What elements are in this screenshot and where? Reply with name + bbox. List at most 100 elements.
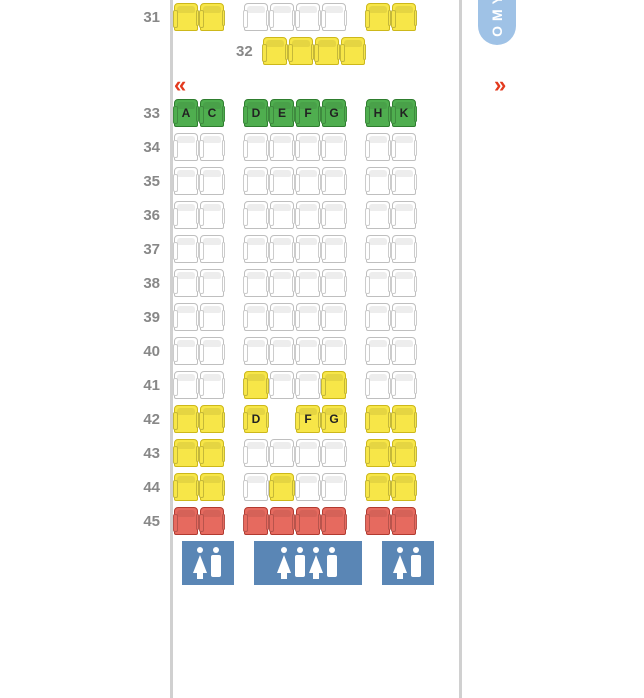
seat-36F[interactable] — [296, 201, 320, 229]
seat-40A[interactable] — [174, 337, 198, 365]
seat-35A[interactable] — [174, 167, 198, 195]
seat-31K[interactable] — [392, 3, 416, 31]
seat-45E[interactable] — [270, 507, 294, 535]
seat-35E[interactable] — [270, 167, 294, 195]
seat-38E[interactable] — [270, 269, 294, 297]
seat-31H[interactable] — [366, 3, 390, 31]
seat-36D[interactable] — [244, 201, 268, 229]
seat-42C[interactable] — [200, 405, 224, 433]
seat-33F[interactable]: F — [296, 99, 320, 127]
seat-36K[interactable] — [392, 201, 416, 229]
seat-38C[interactable] — [200, 269, 224, 297]
seat-42G[interactable]: G — [322, 405, 346, 433]
seat-31F[interactable] — [296, 3, 320, 31]
seat-35H[interactable] — [366, 167, 390, 195]
seat-44F[interactable] — [296, 473, 320, 501]
seat-33D[interactable]: D — [244, 99, 268, 127]
seat-44A[interactable] — [174, 473, 198, 501]
seat-33G[interactable]: G — [322, 99, 346, 127]
seat-41F[interactable] — [296, 371, 320, 399]
seat-43F[interactable] — [296, 439, 320, 467]
seat-32D[interactable] — [263, 37, 287, 65]
seat-44E[interactable] — [270, 473, 294, 501]
seat-42A[interactable] — [174, 405, 198, 433]
seat-43H[interactable] — [366, 439, 390, 467]
seat-38G[interactable] — [322, 269, 346, 297]
seat-45D[interactable] — [244, 507, 268, 535]
seat-43E[interactable] — [270, 439, 294, 467]
seat-45H[interactable] — [366, 507, 390, 535]
seat-40K[interactable] — [392, 337, 416, 365]
seat-42K[interactable] — [392, 405, 416, 433]
seat-40D[interactable] — [244, 337, 268, 365]
seat-35D[interactable] — [244, 167, 268, 195]
seat-37K[interactable] — [392, 235, 416, 263]
seat-36C[interactable] — [200, 201, 224, 229]
seat-37H[interactable] — [366, 235, 390, 263]
seat-39D[interactable] — [244, 303, 268, 331]
seat-44D[interactable] — [244, 473, 268, 501]
seat-39K[interactable] — [392, 303, 416, 331]
seat-39F[interactable] — [296, 303, 320, 331]
seat-37D[interactable] — [244, 235, 268, 263]
seat-36H[interactable] — [366, 201, 390, 229]
seat-41E[interactable] — [270, 371, 294, 399]
seat-40H[interactable] — [366, 337, 390, 365]
seat-31G[interactable] — [322, 3, 346, 31]
seat-41A[interactable] — [174, 371, 198, 399]
seat-38A[interactable] — [174, 269, 198, 297]
seat-39C[interactable] — [200, 303, 224, 331]
seat-34F[interactable] — [296, 133, 320, 161]
seat-34H[interactable] — [366, 133, 390, 161]
seat-31D[interactable] — [244, 3, 268, 31]
seat-35C[interactable] — [200, 167, 224, 195]
seat-40G[interactable] — [322, 337, 346, 365]
seat-45C[interactable] — [200, 507, 224, 535]
seat-37G[interactable] — [322, 235, 346, 263]
seat-43D[interactable] — [244, 439, 268, 467]
seat-38K[interactable] — [392, 269, 416, 297]
seat-36E[interactable] — [270, 201, 294, 229]
seat-38F[interactable] — [296, 269, 320, 297]
seat-43G[interactable] — [322, 439, 346, 467]
seat-39E[interactable] — [270, 303, 294, 331]
seat-43K[interactable] — [392, 439, 416, 467]
seat-40C[interactable] — [200, 337, 224, 365]
seat-37A[interactable] — [174, 235, 198, 263]
seat-38D[interactable] — [244, 269, 268, 297]
seat-43A[interactable] — [174, 439, 198, 467]
seat-40F[interactable] — [296, 337, 320, 365]
seat-44G[interactable] — [322, 473, 346, 501]
seat-42H[interactable] — [366, 405, 390, 433]
seat-41H[interactable] — [366, 371, 390, 399]
seat-41C[interactable] — [200, 371, 224, 399]
seat-38H[interactable] — [366, 269, 390, 297]
seat-33H[interactable]: H — [366, 99, 390, 127]
seat-44H[interactable] — [366, 473, 390, 501]
seat-45A[interactable] — [174, 507, 198, 535]
seat-35F[interactable] — [296, 167, 320, 195]
seat-31E[interactable] — [270, 3, 294, 31]
seat-40E[interactable] — [270, 337, 294, 365]
seat-41G[interactable] — [322, 371, 346, 399]
seat-32F[interactable] — [315, 37, 339, 65]
seat-43C[interactable] — [200, 439, 224, 467]
seat-32G[interactable] — [341, 37, 365, 65]
seat-33E[interactable]: E — [270, 99, 294, 127]
seat-36G[interactable] — [322, 201, 346, 229]
seat-34K[interactable] — [392, 133, 416, 161]
seat-36A[interactable] — [174, 201, 198, 229]
seat-35G[interactable] — [322, 167, 346, 195]
seat-37F[interactable] — [296, 235, 320, 263]
seat-45G[interactable] — [322, 507, 346, 535]
seat-34E[interactable] — [270, 133, 294, 161]
seat-34D[interactable] — [244, 133, 268, 161]
seat-39A[interactable] — [174, 303, 198, 331]
seat-34G[interactable] — [322, 133, 346, 161]
seat-35K[interactable] — [392, 167, 416, 195]
seat-37E[interactable] — [270, 235, 294, 263]
seat-42F[interactable]: F — [296, 405, 320, 433]
seat-32E[interactable] — [289, 37, 313, 65]
seat-42D[interactable]: D — [244, 405, 268, 433]
seat-31C[interactable] — [200, 3, 224, 31]
